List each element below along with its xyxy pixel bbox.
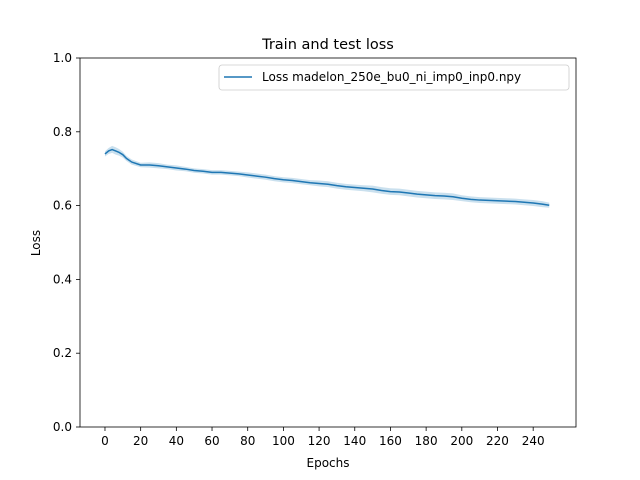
y-tick-label: 1.0 [53, 51, 72, 65]
y-tick-label: 0.6 [53, 199, 72, 213]
x-tick-label: 180 [415, 434, 438, 448]
x-tick-label: 40 [169, 434, 184, 448]
y-axis-label: Loss [29, 230, 43, 256]
series-line [104, 148, 550, 206]
y-axis-ticks: 0.0 0.2 0.4 0.6 0.8 1.0 [53, 51, 80, 434]
x-tick-label: 160 [379, 434, 402, 448]
legend: Loss madelon_250e_bu0_ni_imp0_inp0.npy [218, 64, 570, 91]
chart-title: Train and test loss [261, 37, 394, 53]
x-tick-label: 20 [133, 434, 148, 448]
legend-box [218, 64, 570, 91]
y-tick-label: 0.0 [53, 420, 72, 434]
x-tick-label: 100 [272, 434, 295, 448]
y-tick-label: 0.4 [53, 272, 72, 286]
plot-area [104, 145, 550, 208]
x-axis-label: Epochs [307, 456, 350, 470]
x-tick-label: 240 [522, 434, 545, 448]
x-axis-ticks: 0 20 40 60 80 100 120 140 160 180 200 220 240 [101, 427, 545, 448]
x-tick-label: 200 [450, 434, 473, 448]
x-tick-label: 0 [101, 434, 109, 448]
x-tick-label: 80 [240, 434, 255, 448]
y-tick-label: 0.2 [53, 346, 72, 360]
axes-frame [79, 57, 577, 428]
y-tick-label: 0.8 [53, 125, 72, 139]
x-tick-label: 220 [486, 434, 509, 448]
x-tick-label: 120 [308, 434, 331, 448]
x-tick-label: 60 [204, 434, 219, 448]
x-tick-label: 140 [343, 434, 366, 448]
legend-entry-label: Loss madelon_250e_bu0_ni_imp0_inp0.npy [262, 70, 521, 84]
